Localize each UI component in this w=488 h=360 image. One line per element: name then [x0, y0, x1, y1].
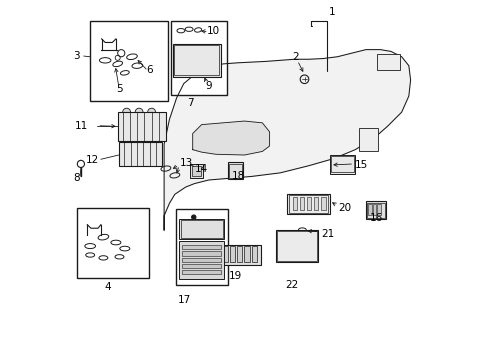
Bar: [321, 197, 325, 210]
Bar: [306, 197, 311, 210]
Bar: [299, 197, 304, 210]
Bar: [367, 204, 371, 215]
Bar: [216, 247, 221, 262]
Text: 6: 6: [146, 65, 153, 75]
Bar: [287, 194, 329, 214]
Bar: [329, 155, 354, 174]
Bar: [229, 163, 241, 178]
Text: 3: 3: [73, 51, 80, 61]
Ellipse shape: [124, 139, 131, 146]
Bar: [376, 54, 399, 70]
Bar: [170, 21, 226, 95]
Text: 22: 22: [285, 280, 298, 291]
Bar: [182, 251, 221, 256]
Polygon shape: [192, 121, 269, 155]
Text: 12: 12: [85, 155, 99, 165]
Bar: [118, 112, 165, 141]
Text: 2: 2: [292, 52, 299, 62]
Bar: [277, 231, 316, 261]
Polygon shape: [164, 50, 410, 230]
Circle shape: [191, 215, 196, 219]
Bar: [190, 164, 203, 178]
Bar: [119, 143, 162, 166]
Bar: [377, 204, 380, 215]
Text: 19: 19: [229, 271, 242, 281]
Bar: [90, 21, 167, 102]
Bar: [214, 245, 260, 265]
Text: 13: 13: [179, 158, 192, 168]
Bar: [77, 208, 148, 278]
Bar: [237, 247, 242, 262]
Bar: [244, 247, 249, 262]
Bar: [173, 44, 221, 77]
Text: 15: 15: [354, 159, 368, 170]
Text: 10: 10: [206, 26, 220, 36]
Text: 4: 4: [104, 282, 111, 292]
Bar: [292, 197, 296, 210]
Bar: [182, 264, 221, 268]
Bar: [358, 128, 378, 152]
Text: 14: 14: [194, 164, 207, 174]
Text: 20: 20: [337, 203, 350, 213]
Bar: [176, 208, 227, 285]
Bar: [174, 45, 219, 75]
Bar: [223, 247, 227, 262]
Bar: [251, 247, 256, 262]
Text: 8: 8: [73, 173, 80, 183]
Bar: [230, 247, 235, 262]
Text: 17: 17: [177, 295, 190, 305]
Ellipse shape: [135, 108, 143, 116]
Bar: [182, 270, 221, 274]
Bar: [179, 242, 224, 279]
Text: 21: 21: [320, 229, 333, 239]
Bar: [181, 220, 223, 238]
Text: 11: 11: [75, 121, 88, 131]
Ellipse shape: [147, 139, 154, 146]
Ellipse shape: [122, 108, 130, 116]
Text: 18: 18: [231, 171, 245, 181]
Bar: [288, 195, 327, 213]
Ellipse shape: [136, 139, 142, 146]
Bar: [182, 258, 221, 262]
Text: 7: 7: [187, 98, 194, 108]
Bar: [365, 202, 385, 219]
Bar: [275, 230, 317, 262]
Bar: [228, 162, 242, 179]
Bar: [191, 166, 201, 176]
Bar: [372, 204, 376, 215]
Ellipse shape: [147, 108, 155, 116]
Bar: [182, 245, 221, 249]
Text: 5: 5: [116, 84, 123, 94]
Text: 1: 1: [328, 7, 334, 17]
Text: 9: 9: [205, 81, 211, 91]
Bar: [179, 219, 224, 239]
Bar: [366, 203, 384, 218]
Bar: [331, 156, 353, 172]
Text: 16: 16: [369, 212, 383, 222]
Bar: [313, 197, 318, 210]
